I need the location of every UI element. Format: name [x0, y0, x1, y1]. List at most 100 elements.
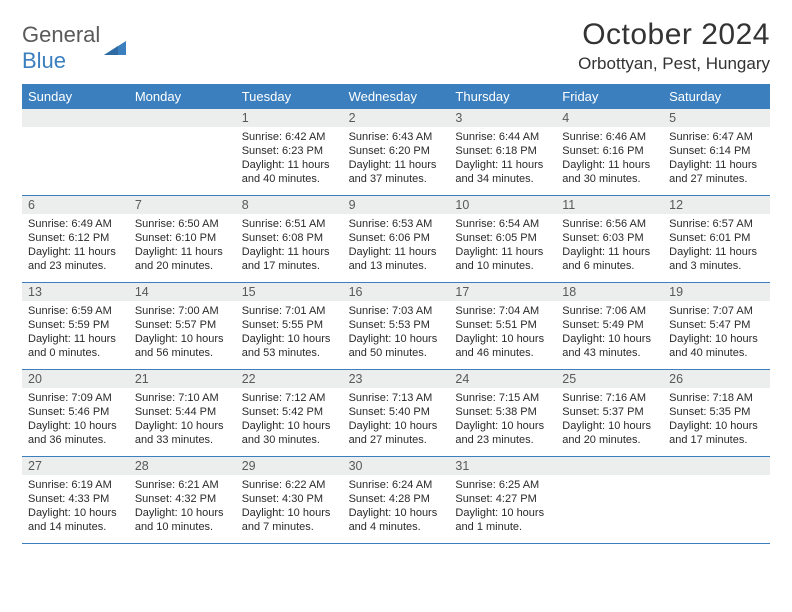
sunset-text: Sunset: 6:08 PM: [242, 231, 337, 245]
sunset-text: Sunset: 4:30 PM: [242, 492, 337, 506]
sunrise-text: Sunrise: 7:03 AM: [349, 304, 444, 318]
day-cell: 25Sunrise: 7:16 AMSunset: 5:37 PMDayligh…: [556, 370, 663, 456]
daylight-text: Daylight: 11 hours and 37 minutes.: [349, 158, 444, 186]
day-body: Sunrise: 6:44 AMSunset: 6:18 PMDaylight:…: [449, 127, 556, 190]
day-body: Sunrise: 7:06 AMSunset: 5:49 PMDaylight:…: [556, 301, 663, 364]
day-cell: 26Sunrise: 7:18 AMSunset: 5:35 PMDayligh…: [663, 370, 770, 456]
weekday-header: Sunday: [22, 84, 129, 109]
day-number: 27: [22, 457, 129, 475]
day-body: Sunrise: 7:10 AMSunset: 5:44 PMDaylight:…: [129, 388, 236, 451]
sunset-text: Sunset: 6:01 PM: [669, 231, 764, 245]
sunrise-text: Sunrise: 7:12 AM: [242, 391, 337, 405]
day-number: [22, 109, 129, 127]
day-body: [129, 127, 236, 134]
day-number: 21: [129, 370, 236, 388]
sunrise-text: Sunrise: 6:24 AM: [349, 478, 444, 492]
day-body: Sunrise: 6:24 AMSunset: 4:28 PMDaylight:…: [343, 475, 450, 538]
day-cell: 29Sunrise: 6:22 AMSunset: 4:30 PMDayligh…: [236, 457, 343, 543]
sunset-text: Sunset: 6:12 PM: [28, 231, 123, 245]
sunset-text: Sunset: 5:55 PM: [242, 318, 337, 332]
day-body: Sunrise: 7:16 AMSunset: 5:37 PMDaylight:…: [556, 388, 663, 451]
day-body: [663, 475, 770, 482]
weekday-header: Thursday: [449, 84, 556, 109]
day-cell: 11Sunrise: 6:56 AMSunset: 6:03 PMDayligh…: [556, 196, 663, 282]
day-number: 11: [556, 196, 663, 214]
day-body: Sunrise: 6:51 AMSunset: 6:08 PMDaylight:…: [236, 214, 343, 277]
day-cell: 5Sunrise: 6:47 AMSunset: 6:14 PMDaylight…: [663, 109, 770, 195]
day-body: Sunrise: 7:13 AMSunset: 5:40 PMDaylight:…: [343, 388, 450, 451]
sunrise-text: Sunrise: 6:46 AM: [562, 130, 657, 144]
day-number: 16: [343, 283, 450, 301]
sunrise-text: Sunrise: 6:25 AM: [455, 478, 550, 492]
day-body: Sunrise: 7:01 AMSunset: 5:55 PMDaylight:…: [236, 301, 343, 364]
day-cell: 12Sunrise: 6:57 AMSunset: 6:01 PMDayligh…: [663, 196, 770, 282]
sunrise-text: Sunrise: 6:53 AM: [349, 217, 444, 231]
day-body: Sunrise: 6:59 AMSunset: 5:59 PMDaylight:…: [22, 301, 129, 364]
day-cell: [556, 457, 663, 543]
weekday-header: Monday: [129, 84, 236, 109]
sunrise-text: Sunrise: 6:59 AM: [28, 304, 123, 318]
sunset-text: Sunset: 5:44 PM: [135, 405, 230, 419]
logo-text-2: Blue: [22, 48, 66, 73]
daylight-text: Daylight: 10 hours and 36 minutes.: [28, 419, 123, 447]
day-number: 17: [449, 283, 556, 301]
sunrise-text: Sunrise: 6:47 AM: [669, 130, 764, 144]
sunrise-text: Sunrise: 6:44 AM: [455, 130, 550, 144]
day-body: Sunrise: 6:19 AMSunset: 4:33 PMDaylight:…: [22, 475, 129, 538]
day-cell: [22, 109, 129, 195]
day-number: 12: [663, 196, 770, 214]
sunset-text: Sunset: 6:10 PM: [135, 231, 230, 245]
day-cell: 9Sunrise: 6:53 AMSunset: 6:06 PMDaylight…: [343, 196, 450, 282]
day-body: [22, 127, 129, 134]
day-body: Sunrise: 6:50 AMSunset: 6:10 PMDaylight:…: [129, 214, 236, 277]
sunrise-text: Sunrise: 7:07 AM: [669, 304, 764, 318]
daylight-text: Daylight: 10 hours and 10 minutes.: [135, 506, 230, 534]
sunset-text: Sunset: 5:35 PM: [669, 405, 764, 419]
daylight-text: Daylight: 10 hours and 4 minutes.: [349, 506, 444, 534]
daylight-text: Daylight: 10 hours and 46 minutes.: [455, 332, 550, 360]
day-cell: 15Sunrise: 7:01 AMSunset: 5:55 PMDayligh…: [236, 283, 343, 369]
day-cell: 24Sunrise: 7:15 AMSunset: 5:38 PMDayligh…: [449, 370, 556, 456]
day-number: 4: [556, 109, 663, 127]
day-number: 1: [236, 109, 343, 127]
daylight-text: Daylight: 11 hours and 30 minutes.: [562, 158, 657, 186]
daylight-text: Daylight: 11 hours and 40 minutes.: [242, 158, 337, 186]
daylight-text: Daylight: 10 hours and 7 minutes.: [242, 506, 337, 534]
sunrise-text: Sunrise: 6:21 AM: [135, 478, 230, 492]
day-number: 22: [236, 370, 343, 388]
sunrise-text: Sunrise: 6:51 AM: [242, 217, 337, 231]
day-number: 15: [236, 283, 343, 301]
title-block: October 2024 Orbottyan, Pest, Hungary: [578, 18, 770, 74]
day-body: Sunrise: 6:54 AMSunset: 6:05 PMDaylight:…: [449, 214, 556, 277]
day-number: 18: [556, 283, 663, 301]
weekday-header: Tuesday: [236, 84, 343, 109]
sunrise-text: Sunrise: 7:06 AM: [562, 304, 657, 318]
day-cell: 1Sunrise: 6:42 AMSunset: 6:23 PMDaylight…: [236, 109, 343, 195]
day-cell: 7Sunrise: 6:50 AMSunset: 6:10 PMDaylight…: [129, 196, 236, 282]
day-number: 10: [449, 196, 556, 214]
sunset-text: Sunset: 6:05 PM: [455, 231, 550, 245]
sunset-text: Sunset: 6:18 PM: [455, 144, 550, 158]
daylight-text: Daylight: 10 hours and 20 minutes.: [562, 419, 657, 447]
sunset-text: Sunset: 6:23 PM: [242, 144, 337, 158]
daylight-text: Daylight: 11 hours and 3 minutes.: [669, 245, 764, 273]
day-cell: 6Sunrise: 6:49 AMSunset: 6:12 PMDaylight…: [22, 196, 129, 282]
day-number: 20: [22, 370, 129, 388]
daylight-text: Daylight: 10 hours and 50 minutes.: [349, 332, 444, 360]
daylight-text: Daylight: 10 hours and 27 minutes.: [349, 419, 444, 447]
week-row: 27Sunrise: 6:19 AMSunset: 4:33 PMDayligh…: [22, 457, 770, 544]
day-cell: 30Sunrise: 6:24 AMSunset: 4:28 PMDayligh…: [343, 457, 450, 543]
day-body: Sunrise: 6:47 AMSunset: 6:14 PMDaylight:…: [663, 127, 770, 190]
sunset-text: Sunset: 4:32 PM: [135, 492, 230, 506]
daylight-text: Daylight: 10 hours and 23 minutes.: [455, 419, 550, 447]
sunset-text: Sunset: 6:06 PM: [349, 231, 444, 245]
day-body: Sunrise: 6:21 AMSunset: 4:32 PMDaylight:…: [129, 475, 236, 538]
day-number: 13: [22, 283, 129, 301]
sunset-text: Sunset: 6:16 PM: [562, 144, 657, 158]
logo-triangle-icon: [104, 41, 126, 55]
daylight-text: Daylight: 10 hours and 17 minutes.: [669, 419, 764, 447]
day-cell: 4Sunrise: 6:46 AMSunset: 6:16 PMDaylight…: [556, 109, 663, 195]
day-body: Sunrise: 6:46 AMSunset: 6:16 PMDaylight:…: [556, 127, 663, 190]
calendar-grid: Sunday Monday Tuesday Wednesday Thursday…: [22, 84, 770, 544]
day-cell: 13Sunrise: 6:59 AMSunset: 5:59 PMDayligh…: [22, 283, 129, 369]
